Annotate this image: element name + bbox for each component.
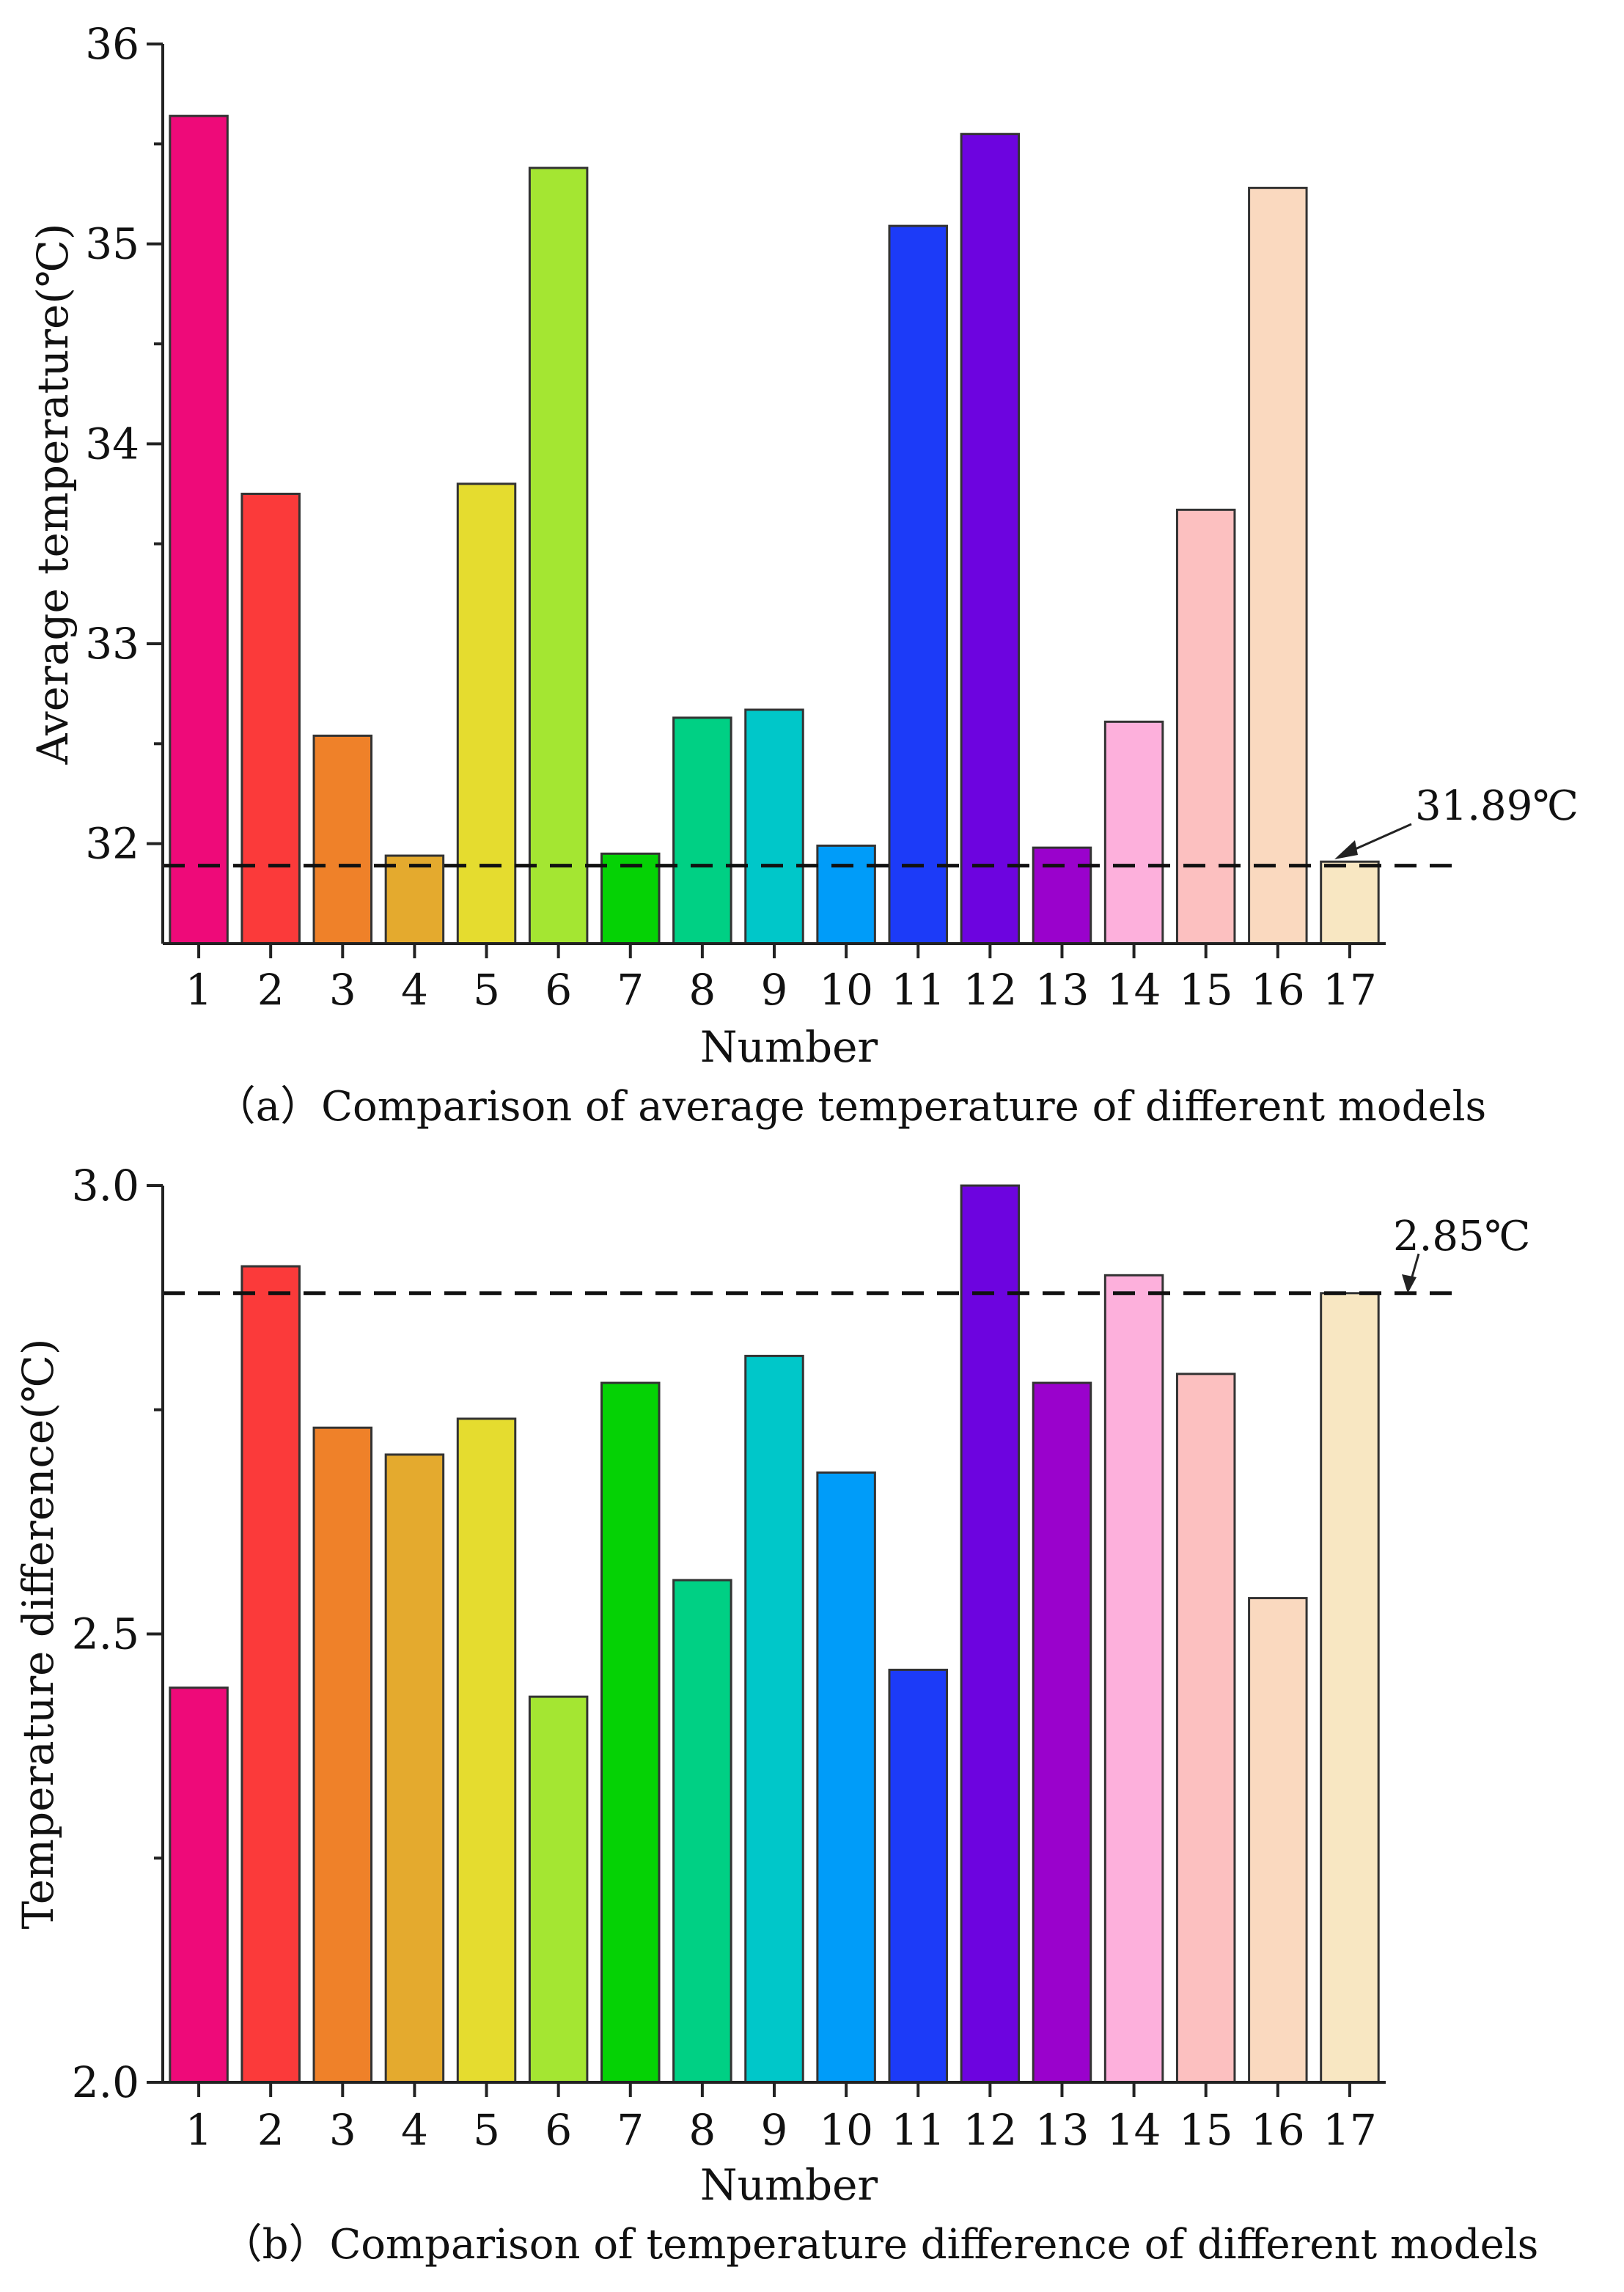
x-tick-label: 11 (891, 2105, 945, 2155)
y-tick-label: 3.0 (72, 1161, 139, 1211)
reference-arrow (1402, 1253, 1420, 1293)
x-tick-label: 3 (329, 2105, 356, 2155)
x-tick-label: 7 (617, 2105, 644, 2155)
y-tick-label: 32 (85, 819, 139, 869)
x-tick-label: 2 (257, 2105, 284, 2155)
bar-11 (888, 224, 948, 945)
x-tick-label: 10 (819, 965, 873, 1015)
bar-17 (1320, 860, 1380, 945)
y-tick-label: 35 (85, 219, 139, 269)
x-tick-label: 13 (1035, 965, 1090, 1015)
reference-label: 2.85℃ (1393, 1213, 1530, 1260)
x-tick-label: 12 (963, 2105, 1017, 2155)
y-axis-title: Average temperature(℃) (28, 223, 78, 765)
bar-12 (960, 1184, 1021, 2084)
y-tick-label: 36 (85, 19, 139, 69)
bars (169, 1184, 1380, 2084)
x-tick-label: 14 (1107, 2105, 1161, 2155)
bar-7 (600, 1381, 661, 2084)
x-tick-label: 14 (1107, 965, 1161, 1015)
bar-14 (1103, 720, 1164, 945)
x-tick-label: 11 (891, 965, 945, 1015)
bar-16 (1248, 1597, 1308, 2084)
x-tick-label: 15 (1179, 2105, 1233, 2155)
x-tick-label: 9 (761, 965, 788, 1015)
chart-caption: （a）Comparison of average temperature of … (215, 1083, 1486, 1131)
x-tick-label: 17 (1323, 965, 1377, 1015)
ticks: 2.02.53.01 2 3 4 5 6 7 8 9 10 11 12 13 14 15 16 17 (72, 1161, 1377, 2155)
x-tick-label: 10 (819, 2105, 873, 2155)
x-axis-title: Number (700, 1022, 878, 1072)
bar-11 (888, 1668, 948, 2084)
bar-16 (1248, 186, 1308, 945)
x-tick-label: 16 (1251, 965, 1305, 1015)
x-tick-label: 6 (545, 965, 572, 1015)
bar-8 (672, 1579, 732, 2084)
bar-13 (1032, 1381, 1092, 2084)
x-tick-label: 15 (1179, 965, 1233, 1015)
x-tick-label: 12 (963, 965, 1017, 1015)
bar-6 (528, 166, 589, 945)
x-tick-label: 2 (257, 965, 284, 1015)
bar-13 (1032, 846, 1092, 945)
bar-4 (384, 854, 445, 945)
reference-label: 31.89℃ (1415, 782, 1579, 830)
bars (169, 114, 1380, 945)
bar-3 (312, 1426, 373, 2084)
bar-10 (816, 1471, 876, 2084)
bar-2 (240, 1265, 301, 2084)
bar-10 (816, 844, 876, 945)
panel-b-temperature-difference-chart: 2.02.53.01 2 3 4 5 6 7 8 9 10 11 12 13 14 15 16 17 2.85℃… (13, 1161, 1538, 2269)
y-tick-label: 2.0 (72, 2057, 139, 2107)
arrow-head (1402, 1274, 1417, 1293)
bar-2 (240, 493, 301, 945)
y-tick-label: 33 (85, 619, 139, 669)
x-tick-label: 6 (545, 2105, 572, 2155)
bar-12 (960, 133, 1021, 945)
x-axis-title: Number (700, 2160, 878, 2210)
bar-17 (1320, 1292, 1380, 2084)
bar-1 (169, 114, 229, 945)
x-tick-label: 13 (1035, 2105, 1090, 2155)
x-tick-label: 5 (473, 2105, 500, 2155)
bar-3 (312, 734, 373, 945)
y-tick-label: 34 (85, 419, 139, 469)
y-tick-label: 2.5 (72, 1609, 139, 1659)
x-tick-label: 4 (401, 2105, 428, 2155)
bar-4 (384, 1453, 445, 2084)
bar-15 (1175, 1373, 1236, 2084)
bar-9 (744, 1354, 804, 2084)
y-axis-title: Temperature difference(℃) (13, 1339, 63, 1930)
bar-15 (1175, 508, 1236, 945)
bar-8 (672, 716, 732, 945)
reference-arrow (1334, 823, 1412, 859)
bar-14 (1103, 1274, 1164, 2084)
bar-5 (456, 482, 517, 945)
bar-1 (169, 1686, 229, 2084)
bar-7 (600, 852, 661, 945)
arrow-head (1334, 840, 1358, 859)
chart-caption: （b）Comparison of temperature difference … (221, 2221, 1539, 2269)
x-tick-label: 3 (329, 965, 356, 1015)
x-tick-label: 8 (688, 965, 716, 1015)
x-tick-label: 8 (688, 2105, 716, 2155)
x-tick-label: 1 (185, 965, 213, 1015)
x-tick-label: 5 (473, 965, 500, 1015)
bar-6 (528, 1695, 589, 2084)
x-tick-label: 1 (185, 2105, 213, 2155)
x-tick-label: 17 (1323, 2105, 1377, 2155)
x-tick-label: 9 (761, 2105, 788, 2155)
x-tick-label: 7 (617, 965, 644, 1015)
bar-9 (744, 708, 804, 945)
x-tick-label: 4 (401, 965, 428, 1015)
x-tick-label: 16 (1251, 2105, 1305, 2155)
bar-5 (456, 1417, 517, 2084)
